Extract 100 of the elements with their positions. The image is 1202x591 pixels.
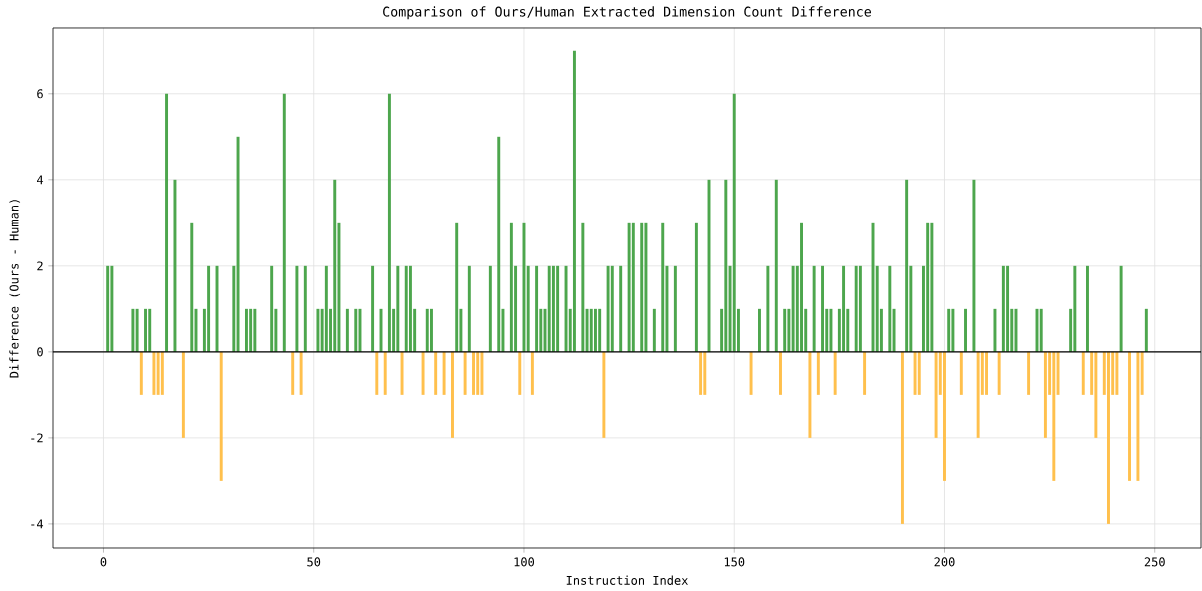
bar	[190, 222, 194, 352]
x-tick-label: 250	[1144, 557, 1165, 567]
bar	[518, 351, 522, 395]
bar	[173, 179, 177, 352]
bar	[930, 222, 934, 352]
bar	[375, 351, 379, 395]
bar	[766, 265, 770, 352]
bar	[900, 351, 904, 524]
y-axis-title: Difference (Ours - Human)	[9, 200, 21, 378]
bar	[345, 308, 349, 352]
bar	[110, 265, 114, 352]
bar	[631, 222, 635, 352]
bar	[1043, 351, 1047, 438]
bar	[324, 265, 328, 352]
bar	[425, 308, 429, 352]
x-tick-label: 50	[307, 557, 321, 567]
bar	[442, 351, 446, 395]
y-tick-label: -4	[31, 519, 44, 529]
bar	[451, 351, 454, 438]
bar	[892, 308, 896, 352]
bar	[1136, 351, 1140, 481]
bar	[556, 265, 560, 352]
bar	[131, 308, 135, 352]
bar	[282, 93, 286, 352]
y-tick-label: 0	[37, 347, 43, 357]
bar	[387, 93, 391, 352]
bar	[808, 351, 812, 438]
chart-title: Comparison of Ours/Human Extracted Dimension Count Difference	[383, 6, 871, 20]
x-tick-label: 150	[724, 557, 745, 567]
bar	[854, 265, 858, 352]
bar	[589, 308, 593, 352]
bar	[774, 179, 778, 352]
bar	[640, 222, 644, 352]
y-tick-label: 6	[37, 89, 43, 99]
bar	[572, 50, 576, 352]
bar	[1115, 351, 1119, 395]
bar	[1039, 308, 1043, 352]
bar	[997, 351, 1001, 395]
bar	[627, 222, 631, 352]
bar	[858, 265, 862, 352]
bar	[333, 179, 337, 352]
bar	[951, 308, 955, 352]
bar	[551, 265, 555, 352]
bar	[821, 265, 825, 352]
bar	[829, 308, 833, 352]
y-tick-label: 2	[37, 261, 43, 271]
bar	[926, 222, 930, 352]
bar	[905, 179, 909, 352]
bar	[791, 265, 795, 352]
y-tick-label: 4	[37, 175, 44, 185]
bar	[703, 351, 707, 395]
bar	[581, 222, 585, 352]
bar	[1144, 308, 1148, 352]
bar	[913, 351, 917, 395]
bar	[408, 265, 412, 352]
bar	[181, 351, 185, 438]
bar	[732, 93, 736, 352]
bar	[964, 308, 967, 352]
bar	[943, 351, 946, 481]
bar	[699, 351, 703, 395]
bar	[270, 265, 274, 352]
bar	[606, 265, 610, 352]
bar	[232, 265, 236, 352]
bar	[917, 351, 921, 395]
bar	[976, 351, 980, 438]
bar	[1128, 351, 1131, 481]
x-tick-label: 100	[514, 557, 535, 567]
bar	[972, 179, 976, 352]
bar	[833, 351, 837, 395]
bar	[371, 265, 375, 352]
bar	[547, 265, 551, 352]
bar	[1094, 351, 1098, 438]
bar	[652, 308, 656, 352]
bar	[253, 308, 257, 352]
bar	[526, 265, 530, 352]
bar	[207, 265, 211, 352]
bar	[421, 351, 425, 395]
bar	[875, 265, 879, 352]
bar	[1140, 351, 1144, 395]
x-tick-label: 200	[934, 557, 955, 567]
bar	[1107, 351, 1110, 524]
bar	[476, 351, 480, 395]
bar	[472, 351, 475, 395]
bar	[396, 265, 400, 352]
bar	[434, 351, 438, 395]
bar	[249, 308, 253, 352]
bar	[299, 351, 303, 395]
bar	[1073, 265, 1077, 352]
bar	[694, 222, 698, 352]
bar	[598, 308, 602, 352]
bar	[610, 265, 614, 352]
y-tick-label: -2	[31, 433, 43, 443]
bar	[430, 308, 433, 352]
bar	[316, 308, 320, 352]
bar	[812, 265, 816, 352]
bar	[749, 351, 753, 395]
x-axis-title: Instruction Index	[566, 575, 688, 585]
bar	[934, 351, 938, 438]
bar	[947, 308, 951, 352]
bar	[295, 265, 299, 352]
